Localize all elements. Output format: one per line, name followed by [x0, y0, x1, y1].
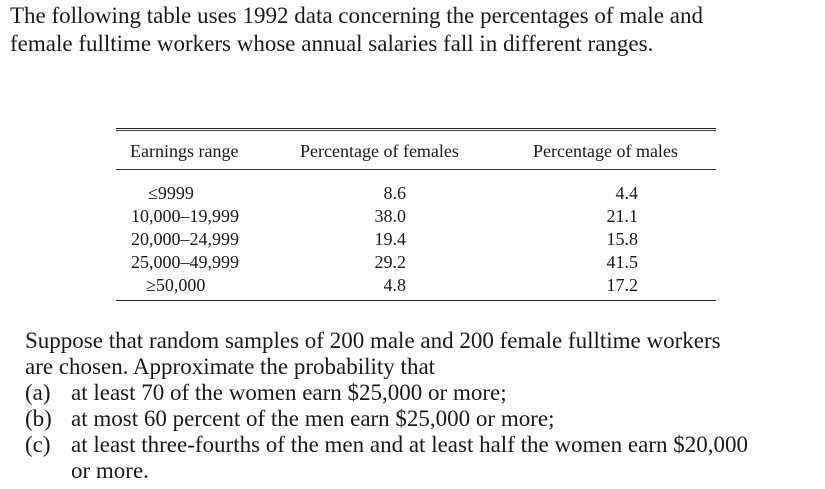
table-top-rule — [116, 128, 716, 129]
cell-females: 29.2 — [374, 252, 407, 272]
table-row: ≥50,000 4.8 17.2 — [116, 274, 716, 297]
cell-females: 38.0 — [374, 206, 407, 226]
cell-range: 10,000–19,999 — [131, 206, 239, 226]
table-row: 20,000–24,999 19.4 15.8 — [116, 228, 716, 251]
cell-range: ≥50,000 — [146, 275, 206, 295]
table-row: 25,000–49,999 29.2 41.5 — [116, 251, 716, 274]
item-marker: (a) — [25, 380, 51, 405]
table-bottom-rule — [116, 300, 716, 301]
table-top-rule-thin — [116, 130, 716, 131]
cell-males: 4.4 — [615, 183, 639, 203]
item-text-continued: or more. — [71, 458, 149, 483]
cell-males: 15.8 — [606, 229, 639, 249]
question-paragraph: Suppose that random samples of 200 male … — [25, 328, 815, 484]
cell-females: 19.4 — [374, 229, 407, 249]
question-item-c: (c) at least three-fourths of the men an… — [25, 432, 815, 484]
table-row: 10,000–19,999 38.0 21.1 — [116, 205, 716, 228]
item-marker: (c) — [25, 432, 51, 457]
item-text: at least three-fourths of the men and at… — [71, 432, 748, 457]
header-percentage-females: Percentage of females — [300, 141, 459, 161]
item-text: at least 70 of the women earn $25,000 or… — [71, 380, 507, 405]
cell-females: 8.6 — [383, 183, 407, 203]
cell-range: 20,000–24,999 — [131, 229, 239, 249]
table-row: ≤9999 8.6 4.4 — [116, 182, 716, 205]
header-percentage-males: Percentage of males — [533, 141, 678, 161]
item-text: at most 60 percent of the men earn $25,0… — [71, 406, 555, 431]
item-marker: (b) — [25, 406, 52, 431]
earnings-table: Earnings range Percentage of females Per… — [116, 128, 716, 301]
table-body: ≤9999 8.6 4.4 10,000–19,999 38.0 21.1 20… — [116, 170, 716, 300]
cell-range: 25,000–49,999 — [131, 252, 239, 272]
question-item-b: (b) at most 60 percent of the men earn $… — [25, 406, 815, 432]
cell-range: ≤9999 — [148, 183, 194, 203]
question-line-1: Suppose that random samples of 200 male … — [25, 328, 721, 353]
cell-males: 17.2 — [606, 275, 639, 295]
cell-males: 41.5 — [606, 252, 639, 272]
intro-paragraph: The following table uses 1992 data conce… — [10, 2, 810, 58]
question-item-a: (a) at least 70 of the women earn $25,00… — [25, 380, 815, 406]
table-header: Earnings range Percentage of females Per… — [116, 131, 716, 170]
intro-line-1: The following table uses 1992 data conce… — [10, 3, 703, 28]
header-earnings-range: Earnings range — [130, 141, 239, 161]
question-line-2: are chosen. Approximate the probability … — [25, 354, 436, 379]
intro-line-2: female fulltime workers whose annual sal… — [10, 31, 654, 56]
cell-males: 21.1 — [606, 206, 639, 226]
cell-females: 4.8 — [383, 275, 407, 295]
